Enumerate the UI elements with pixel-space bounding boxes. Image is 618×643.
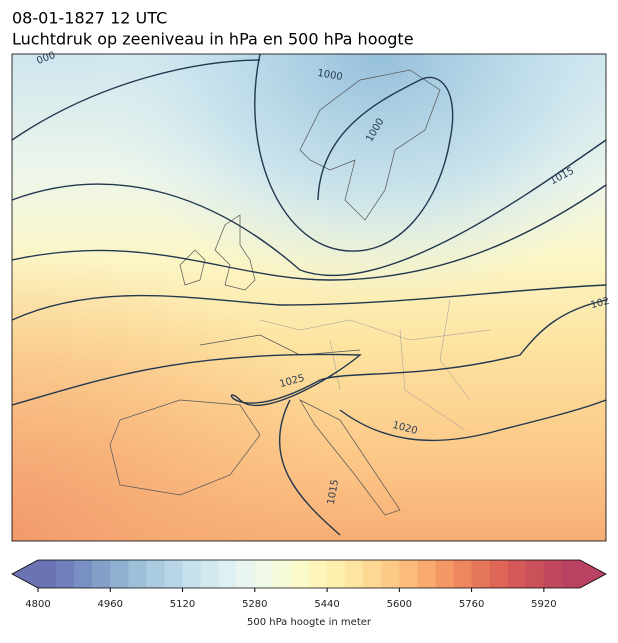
colorbar-tick-label: 5280 [242,599,267,610]
colorbar-swatch [110,560,129,588]
contour-label-group: 1015 [326,479,341,506]
contour-label: 102 [589,296,610,312]
contour-label: 1015 [326,479,341,506]
colorbar-swatch [290,560,310,588]
colorbar-swatch [56,560,75,588]
colorbar-swatch [489,560,509,588]
colorbar-swatch [182,560,202,588]
colorbar-extend-low [12,560,38,588]
colorbar-swatch [381,560,400,588]
colorbar-swatch [309,560,328,588]
contour-label-group: 1000 [316,68,343,83]
contour-label: 1000 [316,68,343,83]
colorbar-swatch [164,560,184,588]
colorbar-swatch [254,560,274,588]
colorbar-swatch [363,560,382,588]
subtitle: Luchtdruk op zeeniveau in hPa en 500 hPa… [12,30,414,49]
colorbar-swatch [525,560,545,588]
colorbar-tick-label: 4960 [98,599,123,610]
colorbar-swatch [272,560,292,588]
colorbar-swatch [543,560,563,588]
colorbar-label: 500 hPa hoogte in meter [247,617,372,628]
colorbar-tick-label: 5760 [459,599,484,610]
colorbar-swatch [218,560,238,588]
colorbar-swatch [146,560,165,588]
colorbar-tick-label: 4800 [25,599,50,610]
colorbar-swatch [236,560,256,588]
colorbar-swatch [507,560,527,588]
colorbar-swatch [417,560,436,588]
colorbar-tick-label: 5440 [314,599,339,610]
colorbar-swatch [38,560,57,588]
colorbar-tick-label: 5120 [170,599,195,610]
colorbar-tick-label: 5920 [531,599,556,610]
map [12,54,606,541]
colorbar-swatch [453,560,473,588]
contour-label-group: 102 [589,296,610,312]
colorbar-swatch [327,560,346,588]
colorbar-outline [11,559,607,589]
colorbar-swatch [128,560,147,588]
colorbar-swatch [435,560,455,588]
colorbar-extend-high [580,560,606,588]
colorbar-swatch [200,560,220,588]
colorbar-swatch [399,560,418,588]
colorbar-tick-label: 5600 [387,599,412,610]
colorbar-swatch [345,560,364,588]
colorbar-swatch [74,560,93,588]
colorbar-swatch [92,560,111,588]
colorbar-swatch [471,560,491,588]
colorbar-swatch [561,560,581,588]
title: 08-01-1827 12 UTC [12,9,167,28]
